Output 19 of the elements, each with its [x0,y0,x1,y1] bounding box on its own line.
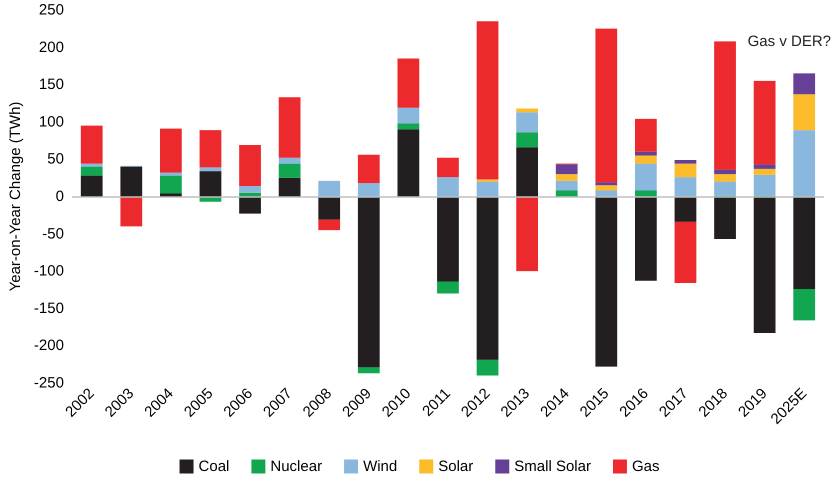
legend-label: Wind [363,458,398,475]
y-tick-label: -250 [34,374,64,392]
y-tick-label: 50 [47,150,64,168]
y-tick-label: 150 [38,76,64,94]
legend-label: Nuclear [270,458,322,475]
y-tick-label: -100 [34,262,64,280]
y-tick-label: -200 [34,337,64,354]
legend-label: Solar [438,458,474,475]
legend-label: Small Solar [514,458,591,475]
y-tick-label: -150 [34,300,64,317]
y-tick-label: 250 [38,2,64,18]
y-axis-title: Year-on-Year Change (TWh) [7,102,24,292]
y-tick-label: 0 [56,188,64,205]
y-tick-label: -50 [42,225,64,242]
legend-label: Gas [632,458,660,475]
legend-label: Coal [198,458,230,475]
y-tick-label: 200 [38,38,64,56]
y-tick-label: 100 [38,113,64,130]
annotation: Gas v DER? [748,33,832,50]
